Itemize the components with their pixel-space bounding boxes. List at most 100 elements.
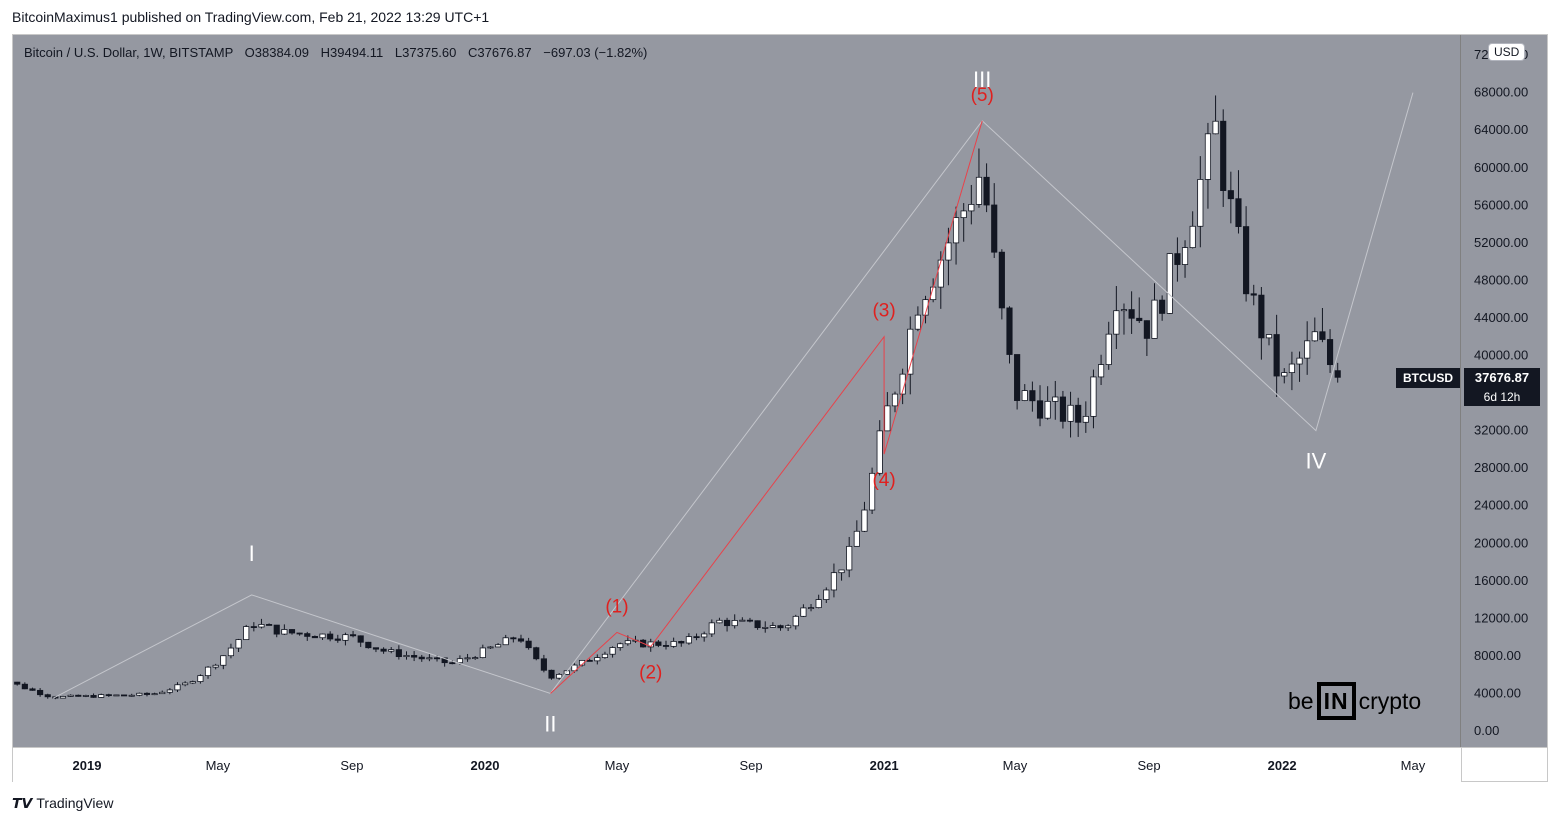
- candle-body: [418, 656, 425, 660]
- price-tick-label: 4000.00: [1474, 685, 1521, 700]
- candle: [372, 647, 380, 653]
- candle-body: [739, 619, 746, 622]
- footer[interactable]: 𝙏𝙑 TradingView: [12, 795, 113, 812]
- price-tick-label: 32000.00: [1474, 423, 1528, 438]
- candle-body: [548, 669, 555, 679]
- candle-body: [1136, 317, 1143, 322]
- candle: [1265, 334, 1273, 346]
- candle: [815, 594, 822, 609]
- candle: [1197, 156, 1204, 248]
- candle-body: [1174, 253, 1181, 265]
- candle: [159, 690, 166, 695]
- price-tick-label: 64000.00: [1474, 122, 1528, 137]
- candle: [1235, 170, 1242, 234]
- candle-body: [372, 647, 380, 650]
- candle-body: [0, 676, 5, 680]
- candle-body: [517, 638, 525, 642]
- legend-open-value: 38384.09: [254, 45, 310, 60]
- time-tick-label: May: [605, 758, 630, 773]
- candle-body: [785, 625, 792, 629]
- time-tick-label: May: [1401, 758, 1426, 773]
- candle-body: [1059, 396, 1066, 422]
- minor-wave-label: (1): [605, 596, 628, 617]
- candle-body: [472, 657, 479, 660]
- candle-body: [716, 619, 723, 624]
- candle: [594, 654, 601, 665]
- candle-body: [174, 684, 181, 691]
- legend-close-label: C: [468, 45, 478, 60]
- candle: [609, 646, 616, 658]
- candle: [1120, 303, 1128, 335]
- candle: [746, 617, 754, 623]
- candle-body: [1021, 390, 1028, 401]
- candle-body: [1212, 120, 1219, 135]
- candle-body: [1159, 299, 1166, 314]
- candle-body: [1014, 354, 1021, 401]
- time-tick-label: 2022: [1268, 758, 1297, 773]
- minor-wave-label: (4): [872, 470, 895, 491]
- time-tick-label: Sep: [340, 758, 363, 773]
- currency-badge[interactable]: USD: [1488, 43, 1526, 61]
- candle-body: [525, 640, 532, 649]
- candle-body: [884, 405, 891, 432]
- candle: [113, 694, 120, 697]
- plot-area[interactable]: [13, 35, 1461, 747]
- candle-body: [624, 640, 631, 645]
- candle: [525, 637, 532, 650]
- candle-body: [220, 655, 227, 666]
- candle-body: [617, 643, 624, 648]
- candle: [510, 636, 517, 643]
- candle-body: [1029, 390, 1036, 402]
- candle: [472, 655, 479, 660]
- price-tick-label: 0.00: [1474, 723, 1499, 738]
- candle-body: [357, 635, 364, 643]
- candle: [1181, 240, 1189, 278]
- candle: [388, 647, 395, 654]
- candle-body: [1098, 364, 1105, 378]
- candle: [1304, 321, 1311, 375]
- candle: [1250, 284, 1257, 306]
- candle: [220, 655, 227, 670]
- candle: [823, 587, 830, 604]
- candle-body: [151, 693, 158, 696]
- candle-body: [334, 638, 341, 641]
- candle: [1021, 384, 1028, 402]
- candle-body: [1090, 376, 1097, 417]
- candle: [1288, 351, 1295, 391]
- candle: [991, 183, 998, 258]
- candle: [174, 682, 181, 693]
- candle: [304, 631, 311, 641]
- candle-body: [136, 692, 143, 696]
- candle-body: [815, 599, 822, 609]
- candle-body: [1143, 320, 1150, 339]
- candle: [517, 634, 525, 643]
- candle-body: [327, 633, 334, 640]
- candle-body: [166, 689, 173, 693]
- time-tick-label: Sep: [1137, 758, 1160, 773]
- candle-body: [121, 694, 128, 697]
- candle: [731, 614, 738, 629]
- candle-body: [1258, 294, 1265, 339]
- candle-body: [441, 657, 448, 664]
- candle-body: [349, 634, 357, 637]
- candle: [395, 645, 402, 660]
- major-wave-line: [52, 92, 1414, 699]
- candle: [762, 621, 769, 633]
- price-tick-label: 8000.00: [1474, 648, 1521, 663]
- candle: [1189, 211, 1196, 249]
- candle-body: [1052, 396, 1059, 402]
- candle-body: [830, 572, 838, 591]
- candle-body: [411, 655, 418, 658]
- price-tick-label: 16000.00: [1474, 573, 1528, 588]
- candle: [479, 644, 486, 659]
- time-axis[interactable]: [13, 747, 1461, 782]
- candle-body: [266, 624, 273, 626]
- candle: [1036, 385, 1044, 427]
- candle-body: [82, 695, 89, 697]
- candle-body: [1311, 331, 1318, 342]
- symbol-legend: Bitcoin / U.S. Dollar, 1W, BITSTAMP O383…: [24, 45, 647, 60]
- candle: [273, 624, 280, 638]
- price-tick-label: 48000.00: [1474, 272, 1528, 287]
- candle: [411, 651, 418, 662]
- candle-body: [1304, 340, 1311, 359]
